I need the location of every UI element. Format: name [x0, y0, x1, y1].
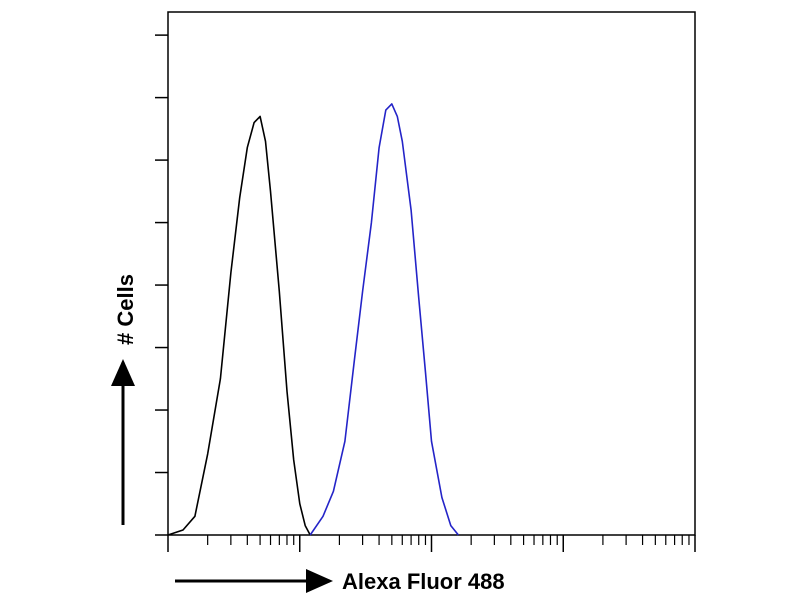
y-axis-label: # Cells: [113, 274, 138, 345]
x-axis-label: Alexa Fluor 488: [342, 569, 505, 594]
plot-frame: [167, 11, 696, 536]
histogram-curve: [167, 115, 311, 536]
histogram-curve: [309, 103, 460, 536]
